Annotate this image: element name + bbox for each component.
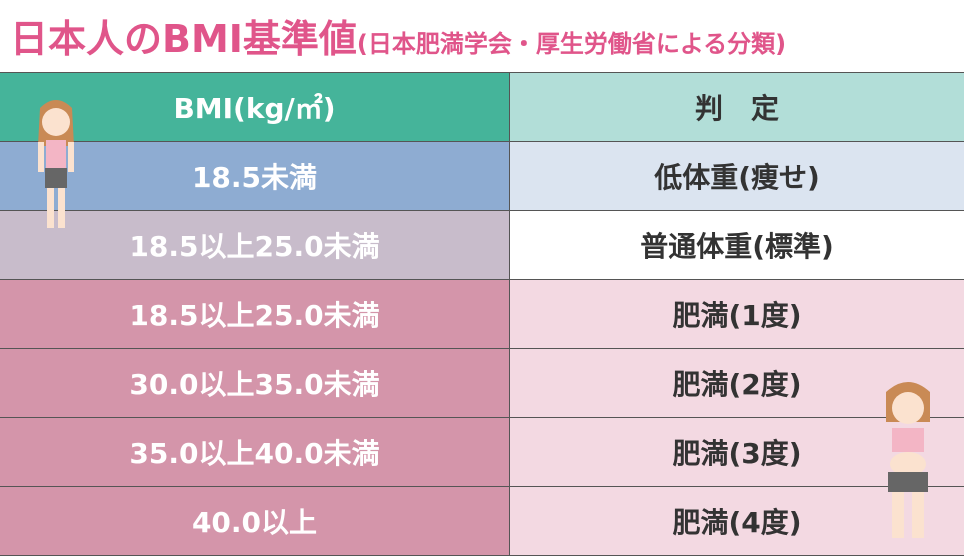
title: 日本人のBMI基準値(日本肥満学会・厚生労働省による分類) (10, 8, 787, 61)
table-row: 30.0以上35.0未満 肥満(2度) (0, 349, 964, 418)
judgement: 肥満(1度) (510, 280, 964, 348)
header-row: BMI(kg/㎡) 判 定 (0, 73, 964, 142)
table-row: 18.5以上25.0未満 普通体重(標準) (0, 211, 964, 280)
table-row: 40.0以上 肥満(4度) (0, 487, 964, 556)
bmi-range: 35.0以上40.0未満 (0, 418, 510, 486)
table-row: 18.5未満 低体重(痩せ) (0, 142, 964, 211)
judgement: 普通体重(標準) (510, 211, 964, 279)
bmi-range: 30.0以上35.0未満 (0, 349, 510, 417)
bmi-table: BMI(kg/㎡) 判 定 18.5未満 低体重(痩せ) 18.5以上25.0未満 普通体… (0, 72, 964, 556)
girl-illustration (38, 100, 74, 228)
table-row: 18.5以上25.0未満 肥満(1度) (0, 280, 964, 349)
bmi-range: 40.0以上 (0, 487, 510, 555)
header-cell: BMI(kg/㎡) (0, 73, 510, 141)
table-row: 35.0以上40.0未満 肥満(3度) (0, 418, 964, 487)
bmi-range: 18.5以上25.0未満 (0, 211, 510, 279)
judgement: 肥満(3度) (510, 418, 964, 486)
bmi-range: 18.5以上25.0未満 (0, 280, 510, 348)
judgement: 肥満(4度) (510, 487, 964, 555)
judgement: 低体重(痩せ) (510, 142, 964, 210)
title-sub: (日本肥満学会・厚生労働省による分類) (356, 30, 787, 58)
title-main: 日本人のBMI基準値 (10, 17, 357, 61)
girl-illustration (886, 382, 930, 538)
bmi-range: 18.5未満 (0, 142, 510, 210)
header-cell: 判 定 (510, 73, 964, 141)
